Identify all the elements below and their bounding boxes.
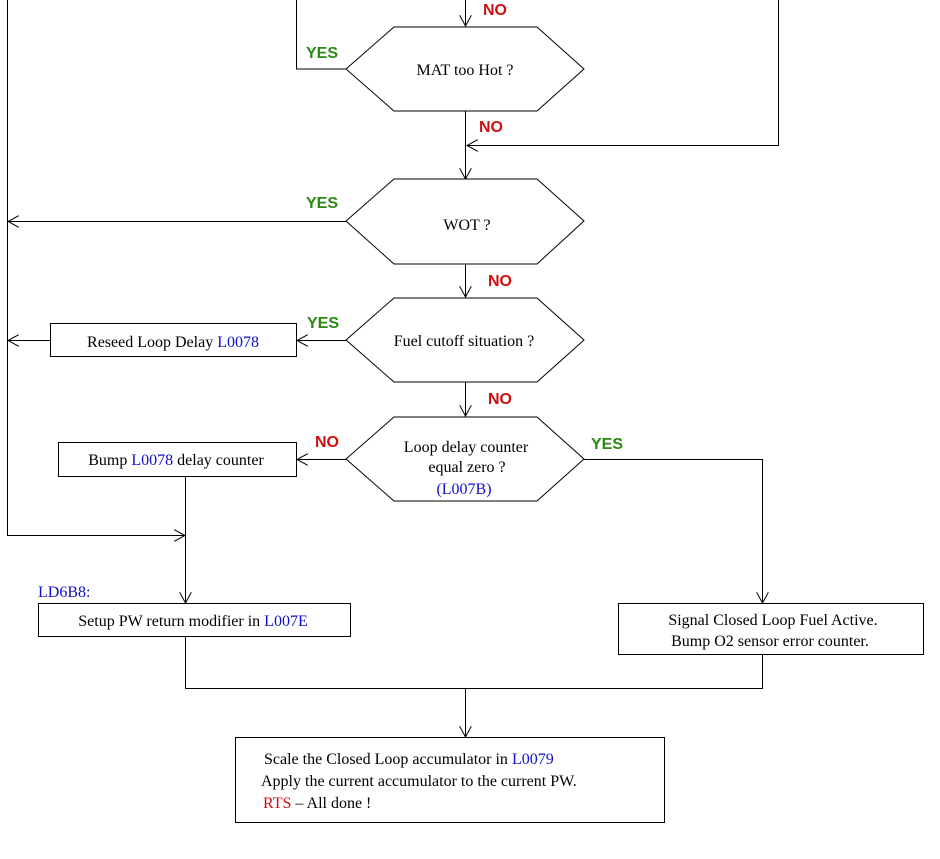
wot-decision-label: WOT ? [443, 217, 490, 234]
yes-label-wot: YES [306, 195, 338, 212]
branch-labels: NO YES NO YES NO YES NO NO YES [306, 2, 623, 453]
process-bump-delay-counter: Bump L0078 delay counter [58, 442, 297, 477]
yes-label-loop-delay: YES [591, 436, 623, 453]
merge-line [185, 637, 763, 689]
no-label-loop-delay: NO [315, 434, 339, 451]
signal-box-line2: Bump O2 sensor error counter. [671, 633, 869, 650]
mat-decision-label: MAT too Hot ? [416, 62, 513, 79]
decision-mat-too-hot: MAT too Hot ? [345, 26, 585, 112]
no-label-wot: NO [488, 273, 512, 290]
decision-wot: WOT ? [345, 178, 585, 265]
ld6b8-label: LD6B8: [38, 584, 90, 601]
loop-delay-yes-arrow [584, 459, 763, 604]
process-reseed-loop-delay: Reseed Loop Delay L0078 [50, 323, 297, 357]
scale-box-line3: RTS – All done ! [263, 795, 371, 812]
process-signal-closed-loop: Signal Closed Loop Fuel Active. Bump O2 … [618, 603, 924, 655]
mat-yes-branch [296, 0, 346, 70]
no-label-mat: NO [479, 119, 503, 136]
process-setup-pw-modifier: LD6B8: Setup PW return modifier in L007E [38, 584, 351, 637]
bump-box-text: Bump L0078 delay counter [88, 452, 264, 469]
fuel-cutoff-decision-label: Fuel cutoff situation ? [394, 333, 535, 350]
decision-loop-delay: Loop delay counter equal zero ? (L007B) [345, 416, 585, 502]
reseed-box-text: Reseed Loop Delay L0078 [87, 334, 259, 351]
scale-box-line2: Apply the current accumulator to the cur… [261, 773, 577, 790]
no-label-top: NO [483, 2, 507, 19]
loop-delay-line2: equal zero ? [428, 459, 505, 476]
decision-fuel-cutoff: Fuel cutoff situation ? [345, 297, 585, 383]
signal-box-line1: Signal Closed Loop Fuel Active. [668, 612, 877, 629]
loop-delay-line1: Loop delay counter [404, 439, 529, 456]
yes-label-fuel-cutoff: YES [307, 315, 339, 332]
yes-label-mat: YES [306, 45, 338, 62]
scale-box-line1: Scale the Closed Loop accumulator in L00… [264, 751, 554, 768]
right-return-line [467, 0, 779, 146]
connectors [8, 0, 779, 737]
loop-delay-reference: (L007B) [436, 481, 491, 498]
no-label-fuel-cutoff: NO [488, 391, 512, 408]
process-scale-accumulator: Scale the Closed Loop accumulator in L00… [235, 737, 665, 823]
setup-box-text: Setup PW return modifier in L007E [78, 613, 307, 630]
